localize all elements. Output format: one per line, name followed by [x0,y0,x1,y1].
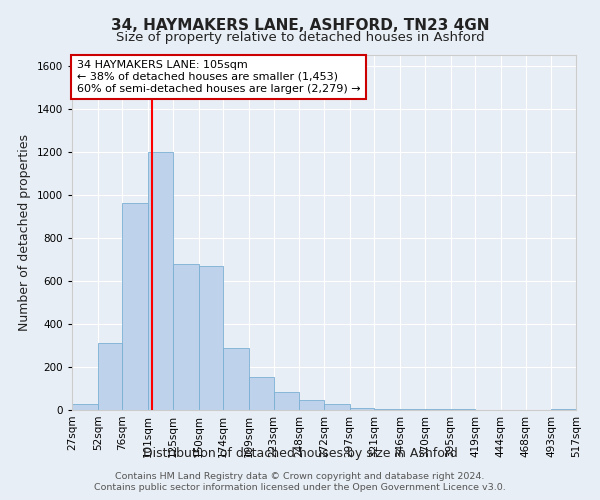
Text: Distribution of detached houses by size in Ashford: Distribution of detached houses by size … [143,448,457,460]
Bar [199,266,223,410]
Bar [148,152,173,410]
Bar [72,404,98,410]
Bar [249,376,274,410]
Bar [98,344,122,410]
Y-axis label: Number of detached properties: Number of detached properties [18,134,31,331]
Text: Contains HM Land Registry data © Crown copyright and database right 2024.: Contains HM Land Registry data © Crown c… [115,472,485,481]
Bar [173,264,199,410]
Bar [274,392,299,410]
Bar [451,409,475,410]
Text: 34 HAYMAKERS LANE: 105sqm
← 38% of detached houses are smaller (1,453)
60% of se: 34 HAYMAKERS LANE: 105sqm ← 38% of detac… [77,60,361,94]
Bar [350,408,374,410]
Bar [299,400,324,410]
Text: Size of property relative to detached houses in Ashford: Size of property relative to detached ho… [116,31,484,44]
Text: 34, HAYMAKERS LANE, ASHFORD, TN23 4GN: 34, HAYMAKERS LANE, ASHFORD, TN23 4GN [111,18,489,32]
Bar [374,409,400,410]
Text: Contains public sector information licensed under the Open Government Licence v3: Contains public sector information licen… [94,483,506,492]
Bar [324,404,350,410]
Bar [551,409,576,410]
Bar [122,204,148,410]
Bar [223,348,249,410]
